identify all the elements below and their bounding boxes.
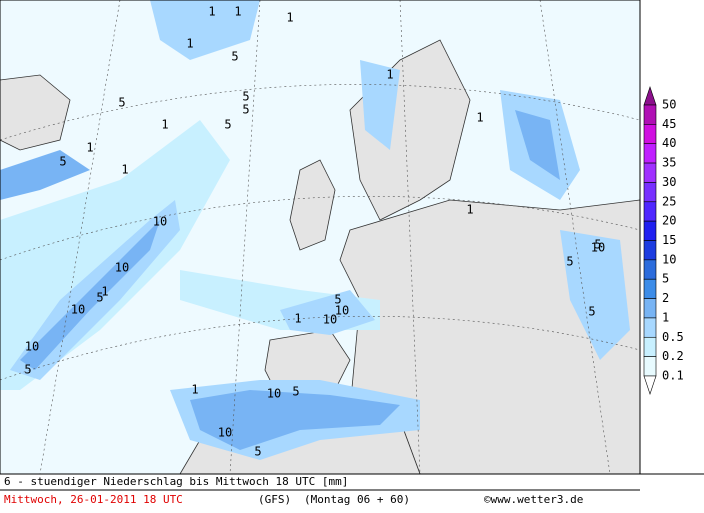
contour-label: 5 — [96, 291, 103, 305]
legend-swatch — [643, 336, 657, 357]
legend-label: 20 — [662, 214, 676, 228]
contour-label: 5 — [588, 305, 595, 319]
contour-label: 1 — [466, 203, 473, 217]
legend-swatch — [643, 124, 657, 145]
contour-label: 5 — [118, 96, 125, 110]
contour-label: 1 — [386, 68, 393, 82]
contour-label: 1 — [234, 5, 241, 19]
contour-label: 10 — [153, 215, 167, 229]
legend-label: 50 — [662, 98, 676, 112]
contour-label: 5 — [254, 445, 261, 459]
legend-label: 45 — [662, 117, 676, 131]
legend-label: 0.1 — [662, 369, 684, 383]
contour-label: 5 — [24, 363, 31, 377]
contour-label: 10 — [323, 313, 337, 327]
legend-swatch — [643, 104, 657, 125]
contour-label: 5 — [292, 385, 299, 399]
legend-label: 0.5 — [662, 330, 684, 344]
contour-label: 10 — [591, 241, 605, 255]
legend-swatch — [643, 143, 657, 164]
legend-swatch — [643, 278, 657, 299]
legend-swatch — [643, 182, 657, 203]
legend-label: 5 — [662, 272, 669, 286]
legend-swatch — [643, 240, 657, 261]
legend-label: 15 — [662, 233, 676, 247]
contour-label: 1 — [476, 111, 483, 125]
contour-label: 10 — [71, 303, 85, 317]
legend-label: 40 — [662, 136, 676, 150]
contour-label: 5 — [566, 255, 573, 269]
contour-label: 5 — [334, 293, 341, 307]
footer-title: 6 - stuendiger Niederschlag bis Mittwoch… — [4, 475, 348, 488]
contour-label: 1 — [161, 118, 168, 132]
legend-swatch — [643, 220, 657, 241]
legend-swatch — [643, 201, 657, 222]
contour-label: 1 — [101, 285, 108, 299]
legend-label: 0.2 — [662, 349, 684, 363]
legend-label: 10 — [662, 252, 676, 266]
legend-swatch — [643, 162, 657, 183]
legend-arrow-top — [643, 86, 657, 106]
contour-label: 1 — [86, 141, 93, 155]
contour-label: 1 — [286, 11, 293, 25]
contour-label: 1 — [208, 5, 215, 19]
legend-label: 2 — [662, 291, 669, 305]
contour-label: 5 — [594, 238, 601, 252]
contour-label: 1 — [191, 383, 198, 397]
legend-label: 30 — [662, 175, 676, 189]
legend-label: 25 — [662, 194, 676, 208]
legend-swatch — [643, 356, 657, 377]
contour-label: 5 — [242, 90, 249, 104]
contour-label: 10 — [218, 426, 232, 440]
contour-label: 10 — [115, 261, 129, 275]
footer-copyright: ©www.wetter3.de — [484, 493, 583, 506]
contour-label: 10 — [25, 340, 39, 354]
contour-label: 5 — [242, 103, 249, 117]
legend-swatch — [643, 298, 657, 319]
legend-arrow-bottom — [643, 375, 657, 395]
contour-label: 5 — [224, 118, 231, 132]
legend-label: 1 — [662, 310, 669, 324]
contour-label: 1 — [186, 37, 193, 51]
contour-label: 1 — [121, 163, 128, 177]
contour-label: 10 — [267, 387, 281, 401]
legend-label: 35 — [662, 156, 676, 170]
legend-swatch — [643, 317, 657, 338]
contour-label: 1 — [294, 312, 301, 326]
precipitation — [0, 0, 630, 460]
contour-label: 10 — [335, 304, 349, 318]
footer-date: Mittwoch, 26-01-2011 18 UTC — [4, 493, 183, 506]
contour-label: 5 — [59, 155, 66, 169]
legend-swatch — [643, 259, 657, 280]
contour-label: 5 — [231, 50, 238, 64]
footer-model: (GFS) — [258, 493, 291, 506]
footer-run: (Montag 06 + 60) — [304, 493, 410, 506]
graticule — [0, 0, 641, 475]
